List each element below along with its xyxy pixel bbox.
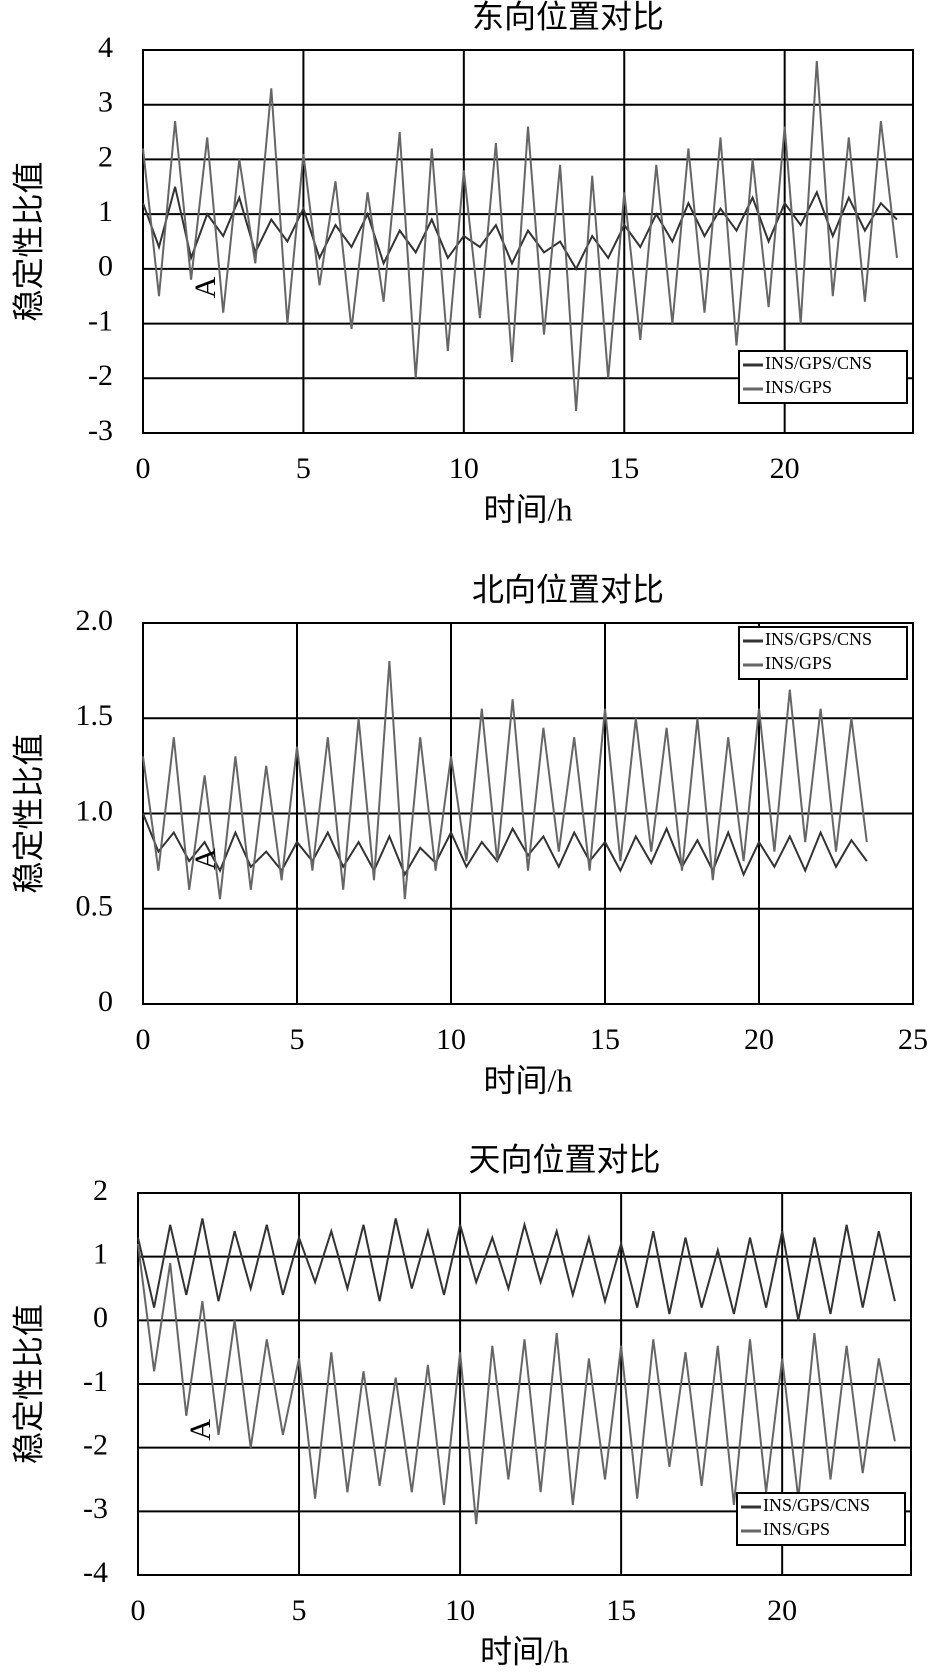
series-line [142,661,868,900]
y-tick-label: -2 [83,1429,108,1462]
y-tick-label: 4 [98,31,113,64]
annotation: A [184,1419,217,1441]
x-tick-label: 10 [449,452,479,485]
x-tick-label: 15 [590,1023,620,1056]
y-tick-label: -3 [88,414,113,447]
y-tick-label: 0 [98,985,113,1018]
y-tick-label: 0 [98,250,113,283]
y-tick-label: 1 [98,195,113,228]
y-tick-label: 2 [93,1174,108,1207]
y-tick-label: 0.5 [76,890,114,923]
x-tick-label: 0 [131,1594,146,1627]
series-line [137,1243,896,1525]
x-tick-label: 20 [770,452,800,485]
annotation: A [189,276,222,298]
legend-label: INS/GPS/CNS [765,353,872,373]
y-tick-label: -1 [83,1365,108,1398]
chart-title: 北向位置对比 [472,571,664,607]
x-axis-label: 时间/h [484,1062,573,1098]
y-tick-label: 1 [93,1238,108,1271]
y-tick-label: -2 [88,359,113,392]
x-axis-label: 时间/h [480,1633,569,1669]
legend-label: INS/GPS [763,1519,830,1539]
x-tick-label: 5 [290,1023,305,1056]
annotation: A [189,848,222,870]
legend-box [736,1492,906,1546]
y-tick-label: 2.0 [76,604,114,637]
legend-label: INS/GPS/CNS [763,1495,870,1515]
x-tick-label: 10 [445,1594,475,1627]
y-tick-label: -1 [88,304,113,337]
y-axis-label: 稳定性比值 [10,733,46,893]
y-tick-label: 1.5 [76,699,114,732]
x-tick-label: 0 [136,452,151,485]
y-tick-label: 2 [98,140,113,173]
legend-label: INS/GPS [765,377,832,397]
x-tick-label: 5 [292,1594,307,1627]
y-tick-label: -4 [83,1556,108,1589]
y-tick-label: -3 [83,1492,108,1525]
x-axis-label: 时间/h [484,491,573,527]
y-axis-label: 稳定性比值 [10,161,46,321]
plot-frame [142,49,914,434]
x-tick-label: 15 [609,452,639,485]
legend-box [738,626,908,680]
y-tick-label: 1.0 [76,794,114,827]
legend-label: INS/GPS/CNS [765,629,872,649]
series-line [142,60,898,412]
x-tick-label: 10 [436,1023,466,1056]
chart-title: 天向位置对比 [468,1141,660,1177]
y-tick-label: 0 [93,1301,108,1334]
chart-title: 东向位置对比 [472,0,664,34]
series-line [142,813,868,878]
x-tick-label: 5 [296,452,311,485]
x-tick-label: 0 [136,1023,151,1056]
legend-label: INS/GPS [765,653,832,673]
plot-frame [137,1192,912,1576]
y-axis-label: 稳定性比值 [10,1304,46,1464]
y-tick-label: 3 [98,86,113,119]
x-tick-label: 25 [898,1023,928,1056]
x-tick-label: 20 [767,1594,797,1627]
legend-box [738,350,908,404]
x-tick-label: 20 [744,1023,774,1056]
series-line [137,1218,896,1321]
x-tick-label: 15 [606,1594,636,1627]
